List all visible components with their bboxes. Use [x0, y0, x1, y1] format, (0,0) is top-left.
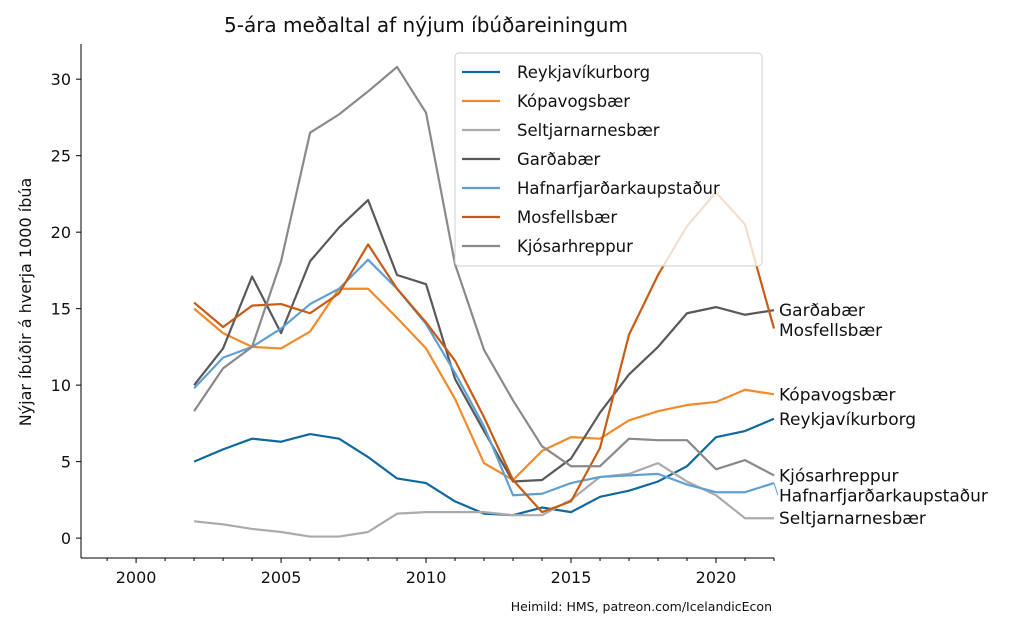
series-line-Reykjavíkurborg	[193, 417, 775, 517]
y-tick-label: 0	[61, 529, 71, 548]
x-tick-label: 2010	[406, 568, 447, 587]
x-tick-label: 2000	[116, 568, 157, 587]
x-tick-label: 2015	[551, 568, 592, 587]
y-axis-label: Nýjar íbúðir á hverja 1000 íbúa	[16, 178, 35, 427]
legend-label: Garðabær	[517, 150, 601, 169]
y-tick-label: 25	[51, 147, 71, 166]
series-line-Hafnarfjarðarkaupstaður	[193, 258, 775, 497]
legend-label: Kjósarhreppur	[517, 237, 633, 256]
x-tick-label: 2020	[696, 568, 737, 587]
end-label: Kjósarhreppur	[779, 466, 898, 486]
legend-label: Kópavogsbær	[517, 92, 630, 111]
series-line-Garðabær	[193, 198, 775, 483]
legend-label: Seltjarnarnesbær	[517, 121, 660, 140]
legend-label: Reykjavíkurborg	[517, 63, 650, 82]
y-tick-label: 30	[51, 70, 71, 89]
end-label: Seltjarnarnesbær	[779, 509, 926, 529]
x-tick-label: 2005	[261, 568, 302, 587]
end-label-leader	[773, 482, 779, 496]
y-tick-label: 5	[61, 453, 71, 472]
y-tick-label: 20	[51, 223, 71, 242]
y-tick-label: 15	[51, 300, 71, 319]
end-label: Reykjavíkurborg	[779, 410, 916, 430]
end-label: Hafnarfjarðarkaupstaður	[779, 486, 988, 506]
legend-label: Hafnarfjarðarkaupstaður	[517, 179, 720, 198]
chart-title: 5-ára meðaltal af nýjum íbúðareiningum	[224, 13, 628, 37]
end-label: Kópavogsbær	[779, 385, 896, 405]
source-note: Heimild: HMS, patreon.com/IcelandicEcon	[511, 599, 772, 614]
end-label: Mosfellsbær	[779, 321, 882, 341]
y-tick-label: 10	[51, 376, 71, 395]
end-label: Garðabær	[779, 301, 865, 321]
series-line-Kjósarhreppur	[193, 65, 775, 477]
legend-box	[454, 52, 763, 267]
series-line-Seltjarnarnesbær	[193, 462, 774, 538]
series-line-Kópavogsbær	[193, 287, 775, 482]
legend-label: Mosfellsbær	[517, 208, 617, 227]
